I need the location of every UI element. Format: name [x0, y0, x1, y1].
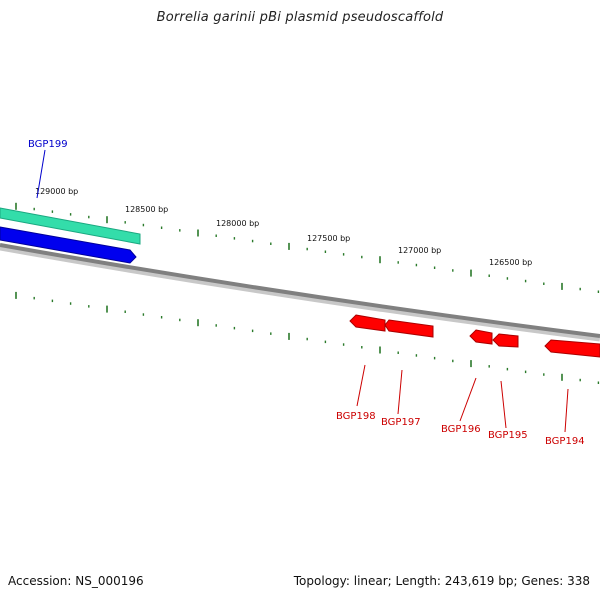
gene-reverse-196[interactable] — [469, 329, 493, 345]
map-title: Borrelia garinii pBi plasmid pseudoscaff… — [156, 10, 444, 25]
gene-label-bgp194[interactable]: BGP194 — [545, 436, 585, 447]
gene-reverse-195[interactable] — [492, 333, 519, 348]
gene-forward-teal[interactable] — [0, 207, 141, 245]
ruler-label-128500: 128500 bp — [125, 205, 168, 214]
leader-bgp196 — [459, 377, 477, 422]
ruler-label-127000: 127000 bp — [398, 246, 441, 255]
backbone — [0, 243, 600, 338]
gene-label-bgp197[interactable]: BGP197 — [381, 417, 421, 428]
leader-bgp195 — [500, 380, 507, 429]
ruler-ticks-top — [15, 202, 600, 293]
ruler-label-126500: 126500 bp — [489, 258, 532, 267]
gene-label-bgp199[interactable]: BGP199 — [28, 139, 68, 150]
ruler-label-128000: 128000 bp — [216, 219, 259, 228]
gene-label-bgp196[interactable]: BGP196 — [441, 424, 481, 435]
leader-bgp198 — [356, 364, 366, 407]
gene-forward-blue[interactable] — [0, 226, 137, 264]
gene-reverse-198[interactable] — [349, 314, 386, 332]
leader-bgp194 — [564, 388, 569, 433]
gene-reverse-194[interactable] — [544, 339, 600, 358]
leader-bgp197 — [397, 369, 403, 415]
ruler-label-129000: 129000 bp — [35, 187, 78, 196]
summary-text: Topology: linear; Length: 243,619 bp; Ge… — [293, 574, 590, 588]
ruler-label-127500: 127500 bp — [307, 234, 350, 243]
leader-bgp199 — [36, 149, 46, 199]
gene-label-bgp195[interactable]: BGP195 — [488, 430, 528, 441]
gene-label-bgp198[interactable]: BGP198 — [336, 411, 376, 422]
ruler-ticks-bottom — [15, 291, 600, 384]
gene-reverse-197[interactable] — [384, 319, 434, 338]
accession-text: Accession: NS_000196 — [8, 574, 144, 588]
